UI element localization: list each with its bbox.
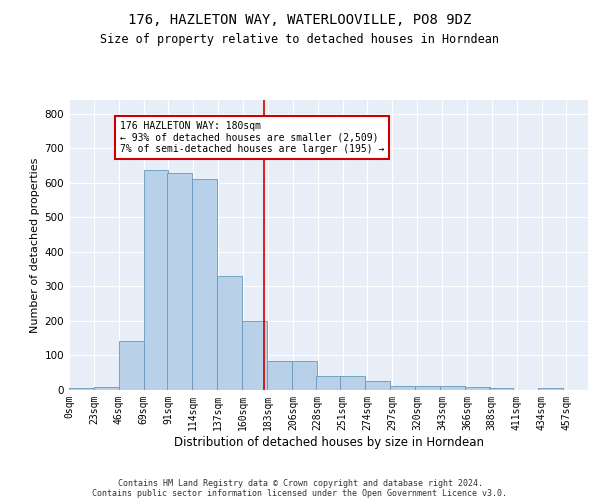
Bar xyxy=(465,386,490,390)
Bar xyxy=(242,321,267,390)
Bar xyxy=(69,388,94,390)
Bar xyxy=(292,362,317,390)
Bar xyxy=(488,388,514,390)
Bar xyxy=(167,172,192,390)
Bar xyxy=(94,386,119,390)
X-axis label: Distribution of detached houses by size in Horndean: Distribution of detached houses by size … xyxy=(173,436,484,448)
Bar xyxy=(365,382,390,390)
Bar xyxy=(415,386,440,390)
Bar xyxy=(316,376,340,390)
Bar xyxy=(440,386,465,390)
Text: 176, HAZLETON WAY, WATERLOOVILLE, PO8 9DZ: 176, HAZLETON WAY, WATERLOOVILLE, PO8 9D… xyxy=(128,12,472,26)
Text: Contains HM Land Registry data © Crown copyright and database right 2024.: Contains HM Land Registry data © Crown c… xyxy=(118,478,482,488)
Bar xyxy=(143,170,169,390)
Bar xyxy=(192,180,217,390)
Y-axis label: Number of detached properties: Number of detached properties xyxy=(31,158,40,332)
Bar xyxy=(119,340,143,390)
Text: Contains public sector information licensed under the Open Government Licence v3: Contains public sector information licen… xyxy=(92,488,508,498)
Bar xyxy=(267,362,292,390)
Bar xyxy=(340,376,365,390)
Bar xyxy=(390,386,415,390)
Text: Size of property relative to detached houses in Horndean: Size of property relative to detached ho… xyxy=(101,32,499,46)
Bar xyxy=(538,388,563,390)
Text: 176 HAZLETON WAY: 180sqm
← 93% of detached houses are smaller (2,509)
7% of semi: 176 HAZLETON WAY: 180sqm ← 93% of detach… xyxy=(120,120,384,154)
Bar xyxy=(217,276,242,390)
